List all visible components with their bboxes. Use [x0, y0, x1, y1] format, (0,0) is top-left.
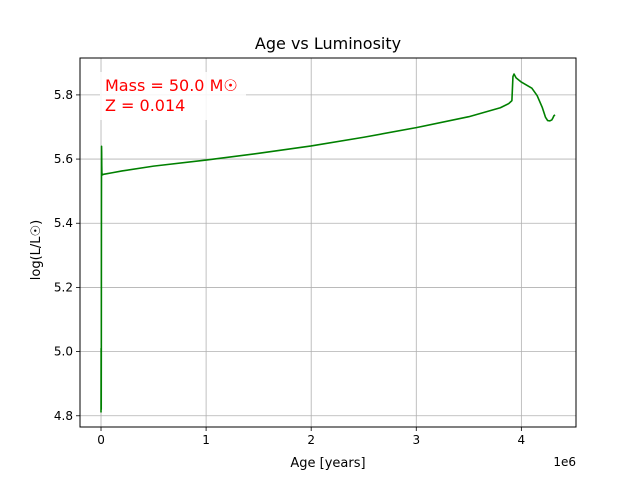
x-tick-label: 4: [518, 433, 526, 447]
series-layer: [100, 73, 556, 413]
series-line: [100, 73, 556, 413]
annotation-background: [100, 72, 246, 120]
x-tick-label: 3: [412, 433, 420, 447]
ticks: 0 1 2 3 4 4.8 5.0 5.2 5.4 5.6 5.8: [54, 88, 525, 447]
y-tick-label: 5.8: [54, 88, 73, 102]
y-axis-label: log(L/L☉): [29, 220, 44, 280]
x-tick-label: 1: [202, 433, 210, 447]
axes-frame: [79, 57, 577, 428]
chart-title: Age vs Luminosity: [255, 34, 401, 53]
x-tick-label: 0: [97, 433, 105, 447]
annotation-mass: Mass = 50.0 M☉: [105, 76, 238, 95]
x-tick-label: 2: [307, 433, 315, 447]
annotation-box: Mass = 50.0 M☉ Z = 0.014: [100, 72, 246, 120]
y-tick-label: 5.2: [54, 280, 73, 294]
y-tick-label: 4.8: [54, 409, 73, 423]
x-offset-label: 1e6: [553, 455, 576, 469]
y-tick-label: 5.4: [54, 216, 73, 230]
y-tick-label: 5.6: [54, 152, 73, 166]
y-tick-label: 5.0: [54, 345, 73, 359]
annotation-metallicity: Z = 0.014: [105, 96, 185, 115]
x-axis-label: Age [years]: [290, 456, 365, 471]
